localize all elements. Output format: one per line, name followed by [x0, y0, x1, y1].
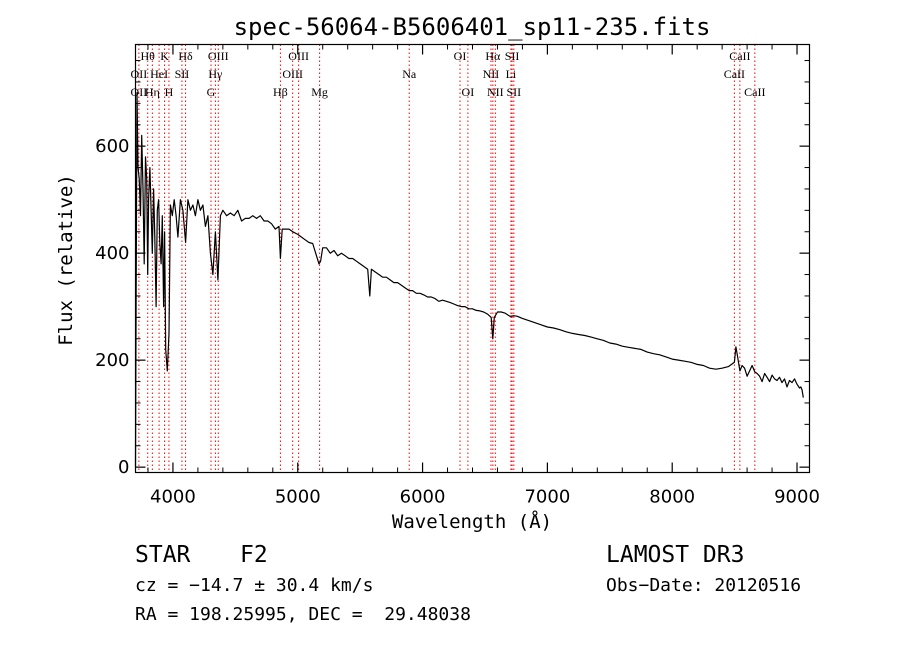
y-tick-label-600: 600 — [95, 136, 129, 157]
marker-label-middle-4: OIII — [282, 67, 303, 81]
marker-label-bottom-2: H — [165, 85, 174, 99]
marker-label-top-3: OIII — [208, 49, 229, 63]
x-tick-label-7000: 7000 — [524, 487, 570, 508]
chart-title: spec-56064-B5606401_sp11-235.fits — [234, 13, 711, 41]
y-tick-label-400: 400 — [95, 243, 129, 264]
marker-label-top-1: K — [160, 49, 169, 63]
x-axis-ticks: 4000 5000 6000 7000 8000 9000 — [147, 44, 820, 508]
marker-label-bottom-8: SII — [506, 85, 521, 99]
marker-label-top-6: Hα — [485, 49, 501, 63]
marker-label-top-0: Hθ — [141, 49, 156, 63]
marker-label-bottom-0: OII — [131, 85, 148, 99]
marker-label-top-4: OIII — [288, 49, 309, 63]
spectral-subclass: F2 — [240, 542, 268, 568]
x-tick-label-9000: 9000 — [774, 487, 820, 508]
survey-name: LAMOST DR3 — [606, 542, 744, 568]
coordinates: RA = 198.25995, DEC = 29.48038 — [135, 604, 471, 625]
y-tick-label-200: 200 — [95, 350, 129, 371]
marker-label-bottom-9: CaII — [744, 85, 765, 99]
x-tick-label-8000: 8000 — [649, 487, 695, 508]
line-marker-lines — [138, 44, 756, 473]
obs-date: Obs−Date: 20120516 — [606, 575, 801, 596]
y-axis-ticks: 0 200 400 600 — [95, 60, 810, 478]
marker-label-middle-1: HeI — [150, 67, 168, 81]
x-axis-label: Wavelength (Å) — [392, 510, 552, 533]
marker-label-top-8: CaII — [729, 49, 750, 63]
object-class: STAR — [135, 542, 191, 568]
marker-label-top-7: SII — [505, 49, 520, 63]
marker-label-middle-5: Na — [402, 67, 417, 81]
marker-label-bottom-3: G — [207, 85, 216, 99]
marker-label-middle-0: OII — [131, 67, 148, 81]
x-tick-label-4000: 4000 — [150, 487, 196, 508]
marker-label-bottom-5: Mg — [311, 85, 328, 99]
marker-label-bottom-1: Hη — [145, 85, 160, 99]
marker-label-top-2: Hδ — [178, 49, 193, 63]
x-tick-label-6000: 6000 — [400, 487, 446, 508]
y-axis-label: Flux (relative) — [55, 174, 77, 346]
line-marker-labels: Hθ K Hδ OIII OIII OI Hα SII CaII OII HeI SII Hγ OIII N… — [131, 49, 766, 99]
marker-label-middle-6: NII — [483, 67, 500, 81]
redshift-text: cz = −14.7 ± 30.4 km/s — [135, 575, 373, 596]
plot-frame — [134, 43, 811, 474]
marker-label-middle-2: SII — [175, 67, 190, 81]
marker-label-middle-7: Li — [506, 67, 517, 81]
marker-label-bottom-6: OI — [462, 85, 475, 99]
marker-label-middle-8: CaII — [724, 67, 745, 81]
marker-label-bottom-4: Hβ — [273, 85, 288, 99]
spectrum-line — [134, 92, 804, 468]
x-tick-label-5000: 5000 — [275, 487, 321, 508]
marker-label-bottom-7: NII — [487, 85, 504, 99]
spectrum-series — [134, 92, 804, 468]
y-tick-label-0: 0 — [118, 457, 129, 478]
marker-label-top-5: OI — [454, 49, 467, 63]
marker-label-middle-3: Hγ — [208, 67, 223, 81]
